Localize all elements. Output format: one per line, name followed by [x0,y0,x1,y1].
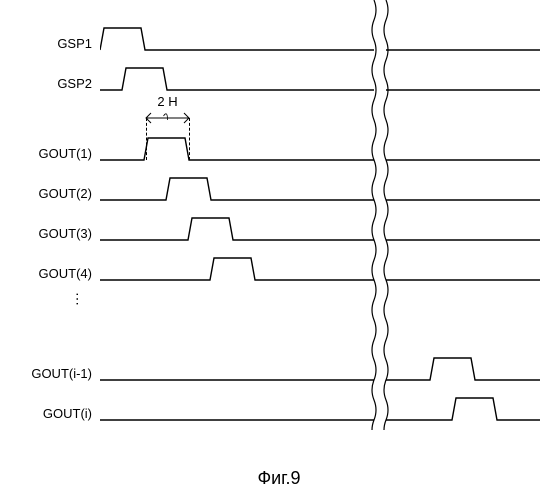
timing-diagram: GSP1GSP2GОUT(1)GОUT(2)GОUT(3)GОUT(4)GОUT… [0,0,558,500]
figure-caption: Фиг.9 [0,468,558,489]
axis-break-lines [0,0,558,430]
